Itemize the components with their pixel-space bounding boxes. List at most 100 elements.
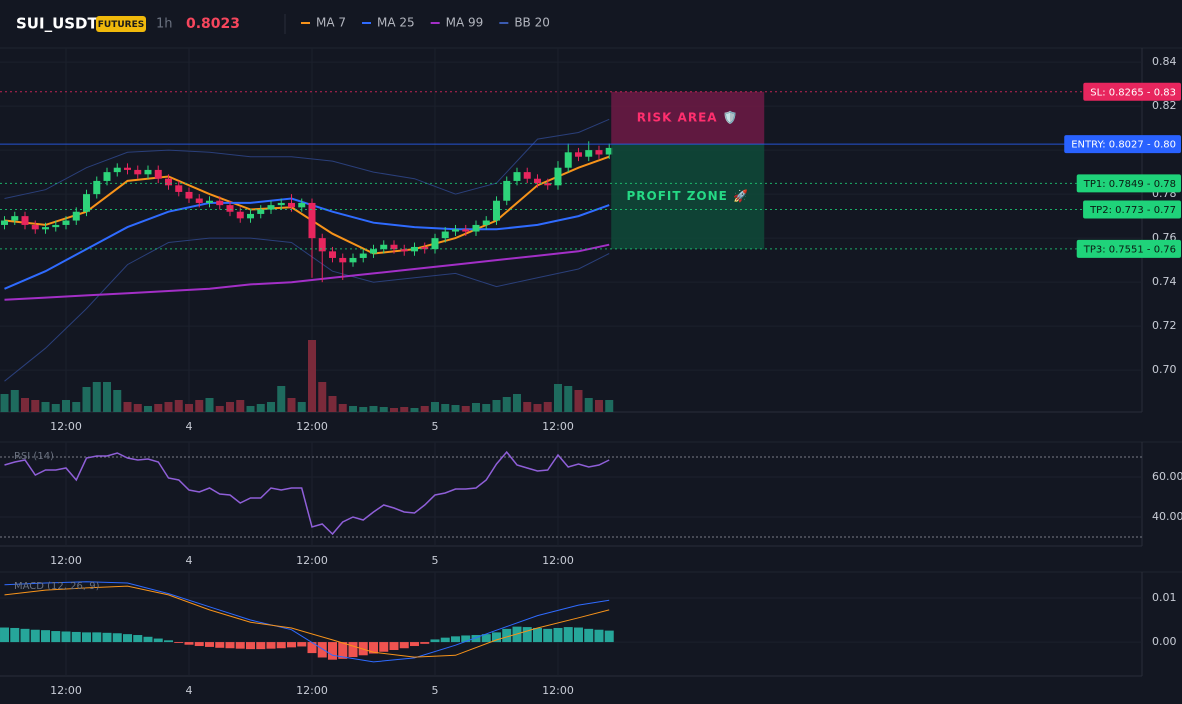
candle-body bbox=[431, 238, 439, 250]
histogram-bar bbox=[481, 634, 491, 643]
volume-bar bbox=[420, 406, 429, 412]
candle-body bbox=[472, 224, 480, 232]
candle-body bbox=[328, 251, 336, 258]
volume-bar bbox=[492, 400, 501, 412]
volume-bar bbox=[564, 386, 573, 412]
histogram-bar bbox=[440, 637, 450, 643]
level-tag bbox=[1083, 82, 1181, 101]
candle-body bbox=[533, 178, 541, 184]
volume-bar bbox=[236, 400, 245, 412]
histogram-bar bbox=[153, 638, 163, 643]
histogram-bar bbox=[215, 642, 225, 648]
zone bbox=[611, 144, 765, 249]
volume-bar bbox=[266, 402, 275, 412]
level-tag bbox=[1076, 239, 1181, 258]
volume-bar bbox=[471, 403, 480, 412]
volume-bar bbox=[31, 400, 40, 412]
histogram-bar bbox=[420, 642, 430, 644]
histogram-bar bbox=[604, 630, 614, 643]
candle-body bbox=[11, 216, 19, 221]
x-tick-label: 12:00 bbox=[50, 554, 82, 567]
volume-bar bbox=[605, 400, 614, 412]
histogram-bar bbox=[10, 627, 20, 643]
candle-body bbox=[236, 211, 244, 219]
zone-label: PROFIT ZONE 🚀 bbox=[626, 189, 749, 203]
y-tick-label: 0.74 bbox=[1152, 275, 1177, 288]
macd-line bbox=[4, 585, 610, 658]
x-tick-label: 4 bbox=[186, 554, 193, 567]
volume-bar bbox=[113, 390, 122, 412]
candle-body bbox=[205, 200, 213, 203]
candle-body bbox=[103, 172, 111, 181]
volume-bar bbox=[123, 402, 132, 412]
candle-body bbox=[339, 257, 347, 263]
histogram-bar bbox=[256, 642, 266, 650]
histogram-bar bbox=[584, 628, 594, 643]
candle-body bbox=[369, 249, 377, 254]
candle-body bbox=[554, 167, 562, 186]
y-tick-label: 0.70 bbox=[1152, 363, 1177, 376]
candle-body bbox=[287, 202, 295, 208]
volume-bar bbox=[41, 402, 50, 412]
pane: 0.01 0.00 12:00 4 12:00 5 12:00 bbox=[0, 571, 1182, 697]
candle-body bbox=[277, 202, 285, 206]
histogram-bar bbox=[543, 628, 553, 643]
y-tick-label: 0.00 bbox=[1152, 635, 1177, 648]
candle-body bbox=[175, 185, 183, 192]
volume-bar bbox=[277, 386, 286, 412]
volume-bar bbox=[430, 402, 439, 412]
legend-label: BB 20 bbox=[514, 16, 550, 30]
candle-body bbox=[451, 229, 459, 232]
x-tick-label: 12:00 bbox=[50, 684, 82, 697]
histogram-bar bbox=[112, 633, 122, 643]
volume-bar bbox=[103, 382, 112, 412]
histogram-bar bbox=[0, 627, 10, 643]
badge: FUTURES bbox=[98, 20, 144, 30]
candle-body bbox=[165, 178, 173, 186]
candle-body bbox=[605, 147, 613, 155]
x-tick-label: 12:00 bbox=[296, 684, 328, 697]
histogram-bar bbox=[348, 642, 358, 658]
zone-label: RISK AREA 🛡️ bbox=[637, 110, 739, 124]
volume-bar bbox=[461, 406, 470, 412]
y-tick-label: 40.00 bbox=[1152, 510, 1182, 523]
histogram-bar bbox=[461, 635, 471, 643]
histogram-bar bbox=[235, 642, 245, 649]
candle-body bbox=[21, 216, 29, 225]
volume-bar bbox=[574, 390, 583, 412]
candle-body bbox=[400, 249, 408, 252]
histogram-bar bbox=[297, 642, 307, 647]
volume-bar bbox=[297, 402, 306, 412]
volume-bar bbox=[21, 398, 30, 412]
level-label: TP3: 0.7551 - 0.76 bbox=[1083, 244, 1176, 255]
volume-bar bbox=[92, 382, 101, 412]
volume-bar bbox=[533, 404, 542, 412]
volume-bar bbox=[512, 394, 521, 412]
histogram-bar bbox=[92, 632, 102, 643]
candle-body bbox=[390, 244, 398, 250]
level-tag bbox=[1076, 174, 1181, 193]
volume-bar bbox=[205, 398, 214, 412]
volume-bar bbox=[307, 340, 316, 412]
candle-body bbox=[144, 169, 152, 175]
volume-bar bbox=[482, 404, 491, 412]
histogram-bar bbox=[30, 629, 40, 643]
x-tick-label: 4 bbox=[186, 420, 193, 433]
volume-bar bbox=[174, 400, 183, 412]
histogram-bar bbox=[20, 628, 30, 643]
histogram-bar bbox=[164, 640, 174, 643]
volume-bar bbox=[195, 400, 204, 412]
histogram-bar bbox=[41, 630, 51, 643]
candle-body bbox=[62, 220, 70, 225]
legend-label: MA 7 bbox=[316, 16, 346, 30]
histogram-bar bbox=[174, 642, 184, 643]
candle-body bbox=[544, 183, 552, 186]
volume-bar bbox=[400, 407, 409, 412]
candle-body bbox=[154, 169, 162, 179]
candle-body bbox=[513, 172, 521, 181]
histogram-bar bbox=[491, 632, 501, 643]
candle-body bbox=[42, 227, 50, 230]
candle-body bbox=[574, 152, 582, 157]
